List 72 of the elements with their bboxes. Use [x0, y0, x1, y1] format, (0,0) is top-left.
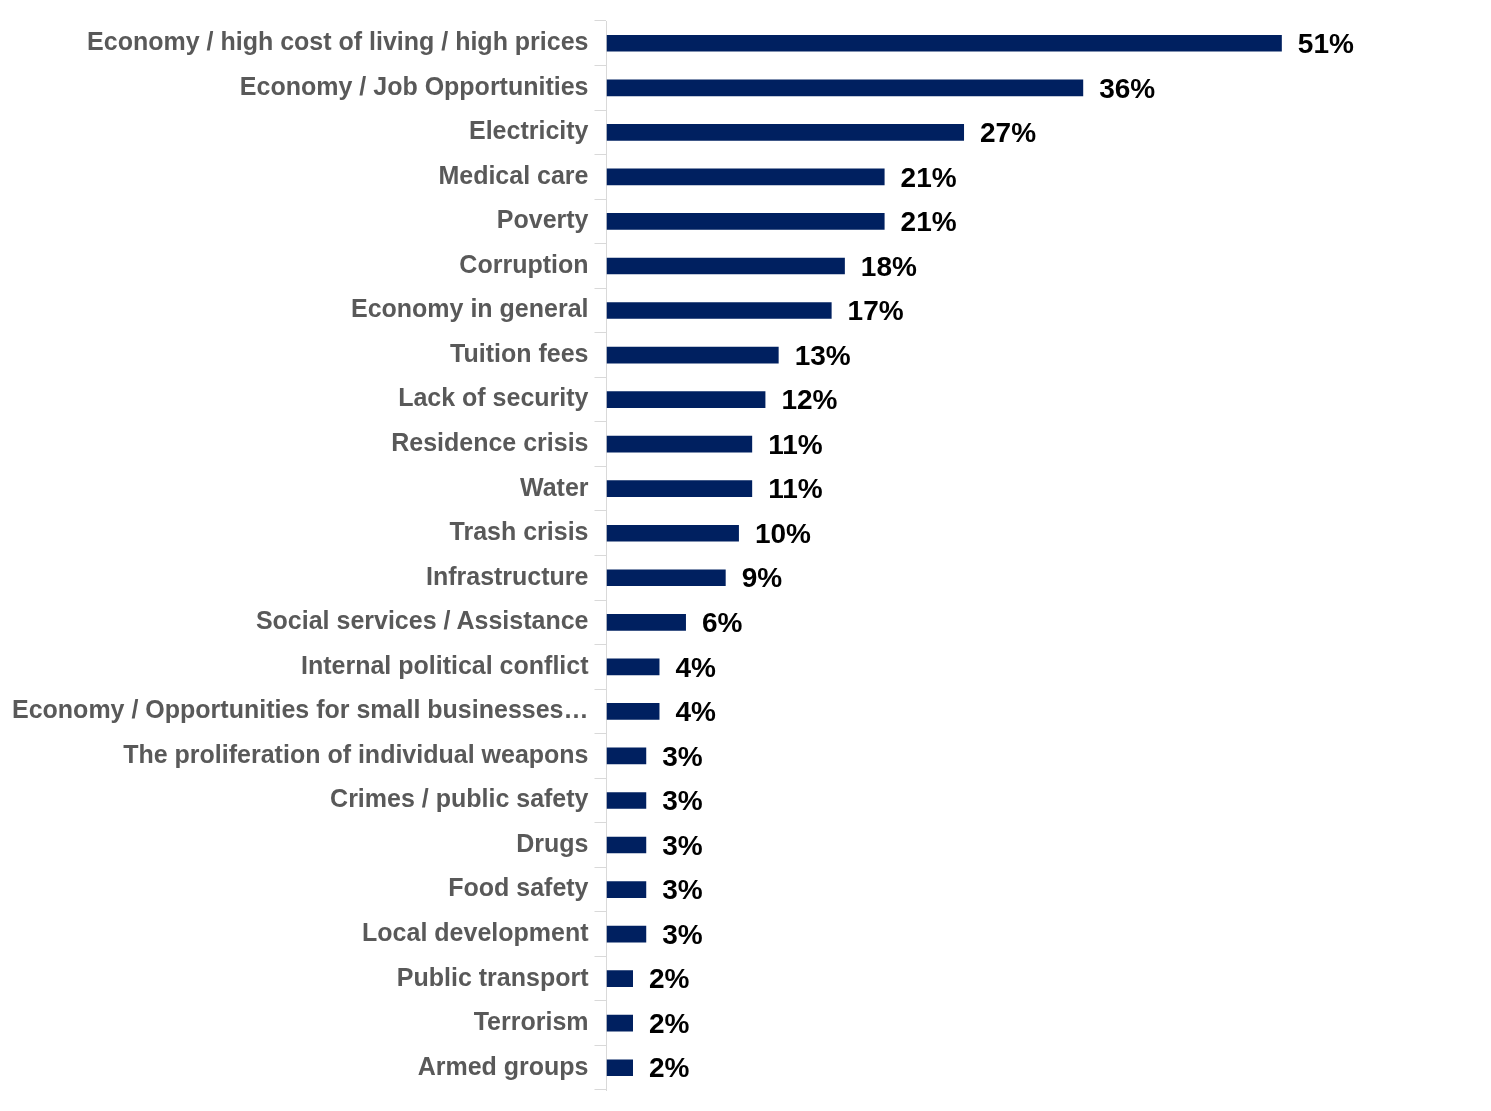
bar: [606, 79, 1084, 97]
y-tick-label: Infrastructure: [425, 561, 589, 590]
bar: [606, 435, 753, 453]
bar: [606, 970, 633, 987]
bar: [606, 346, 779, 364]
data-label: 21%: [900, 161, 957, 193]
bar: [606, 257, 845, 275]
bar: [606, 613, 686, 631]
data-label: 3%: [662, 874, 703, 906]
bar: [606, 925, 647, 943]
y-tick-label: Residence crisis: [391, 428, 589, 457]
bar: [606, 168, 885, 186]
data-label: 27%: [980, 117, 1037, 149]
data-label: 9%: [741, 562, 783, 594]
y-tick-label: Water: [519, 472, 589, 501]
y-tick-label: Economy in general: [350, 294, 589, 323]
data-label: 4%: [675, 651, 717, 683]
data-label: 17%: [847, 295, 904, 327]
data-label: 2%: [649, 1052, 690, 1084]
bar: [606, 569, 726, 587]
bar: [606, 1059, 633, 1077]
data-label: 11%: [768, 473, 823, 505]
y-tick-label: Terrorism: [473, 1007, 589, 1036]
bar: [606, 302, 832, 319]
data-label: 2%: [649, 1007, 690, 1039]
y-tick-label: Economy / Job Opportunities: [239, 71, 589, 100]
y-tick-label: Poverty: [496, 205, 589, 234]
data-label: 2%: [649, 963, 690, 995]
data-label: 12%: [781, 384, 838, 416]
y-tick-label: Corruption: [459, 249, 589, 278]
data-label: 3%: [662, 918, 703, 950]
y-tick-label: Economy / high cost of living / high prices: [87, 27, 589, 56]
data-label: 10%: [754, 517, 812, 549]
bar: [606, 213, 885, 230]
bar: [606, 703, 660, 720]
y-tick-label: Public transport: [396, 962, 590, 991]
data-label: 18%: [860, 250, 917, 282]
data-label: 3%: [662, 829, 703, 861]
y-tick-label: Social services / Assistance: [255, 606, 589, 635]
y-tick-label: Drugs: [516, 828, 589, 857]
bar: [606, 836, 647, 854]
data-label: 3%: [662, 740, 703, 772]
y-tick-label: Local development: [362, 917, 590, 946]
data-label: 13%: [794, 339, 851, 371]
y-tick-label: Crimes / public safety: [330, 784, 589, 813]
y-tick-label: Trash crisis: [449, 517, 589, 546]
data-label: 21%: [900, 206, 957, 238]
bar: [606, 480, 753, 498]
bar: [606, 881, 647, 898]
data-label: 3%: [662, 785, 703, 817]
y-tick-label: The proliferation of individual weapons: [123, 739, 589, 768]
bar: [606, 391, 766, 408]
data-label: 4%: [675, 696, 717, 728]
y-tick-label: Lack of security: [398, 383, 589, 412]
bar: [606, 658, 660, 676]
y-tick-label: Electricity: [469, 116, 589, 145]
data-label: 6%: [701, 607, 743, 639]
bar: [606, 792, 647, 809]
y-tick-label: Economy / Opportunities for small businesses…: [12, 695, 589, 724]
bar: [606, 524, 739, 542]
y-tick-label: Tuition fees: [450, 338, 589, 367]
bar: [606, 747, 647, 765]
y-tick-label: Food safety: [448, 873, 589, 902]
data-label: 11%: [768, 428, 823, 460]
y-tick-label: Armed groups: [417, 1051, 589, 1080]
data-label: 51%: [1297, 27, 1354, 59]
bar: [606, 34, 1282, 52]
data-label: 36%: [1099, 72, 1156, 104]
bar: [606, 124, 965, 141]
y-tick-label: Internal political conflict: [300, 650, 590, 679]
bar: [606, 1014, 633, 1032]
y-tick-label: Medical care: [438, 160, 589, 189]
